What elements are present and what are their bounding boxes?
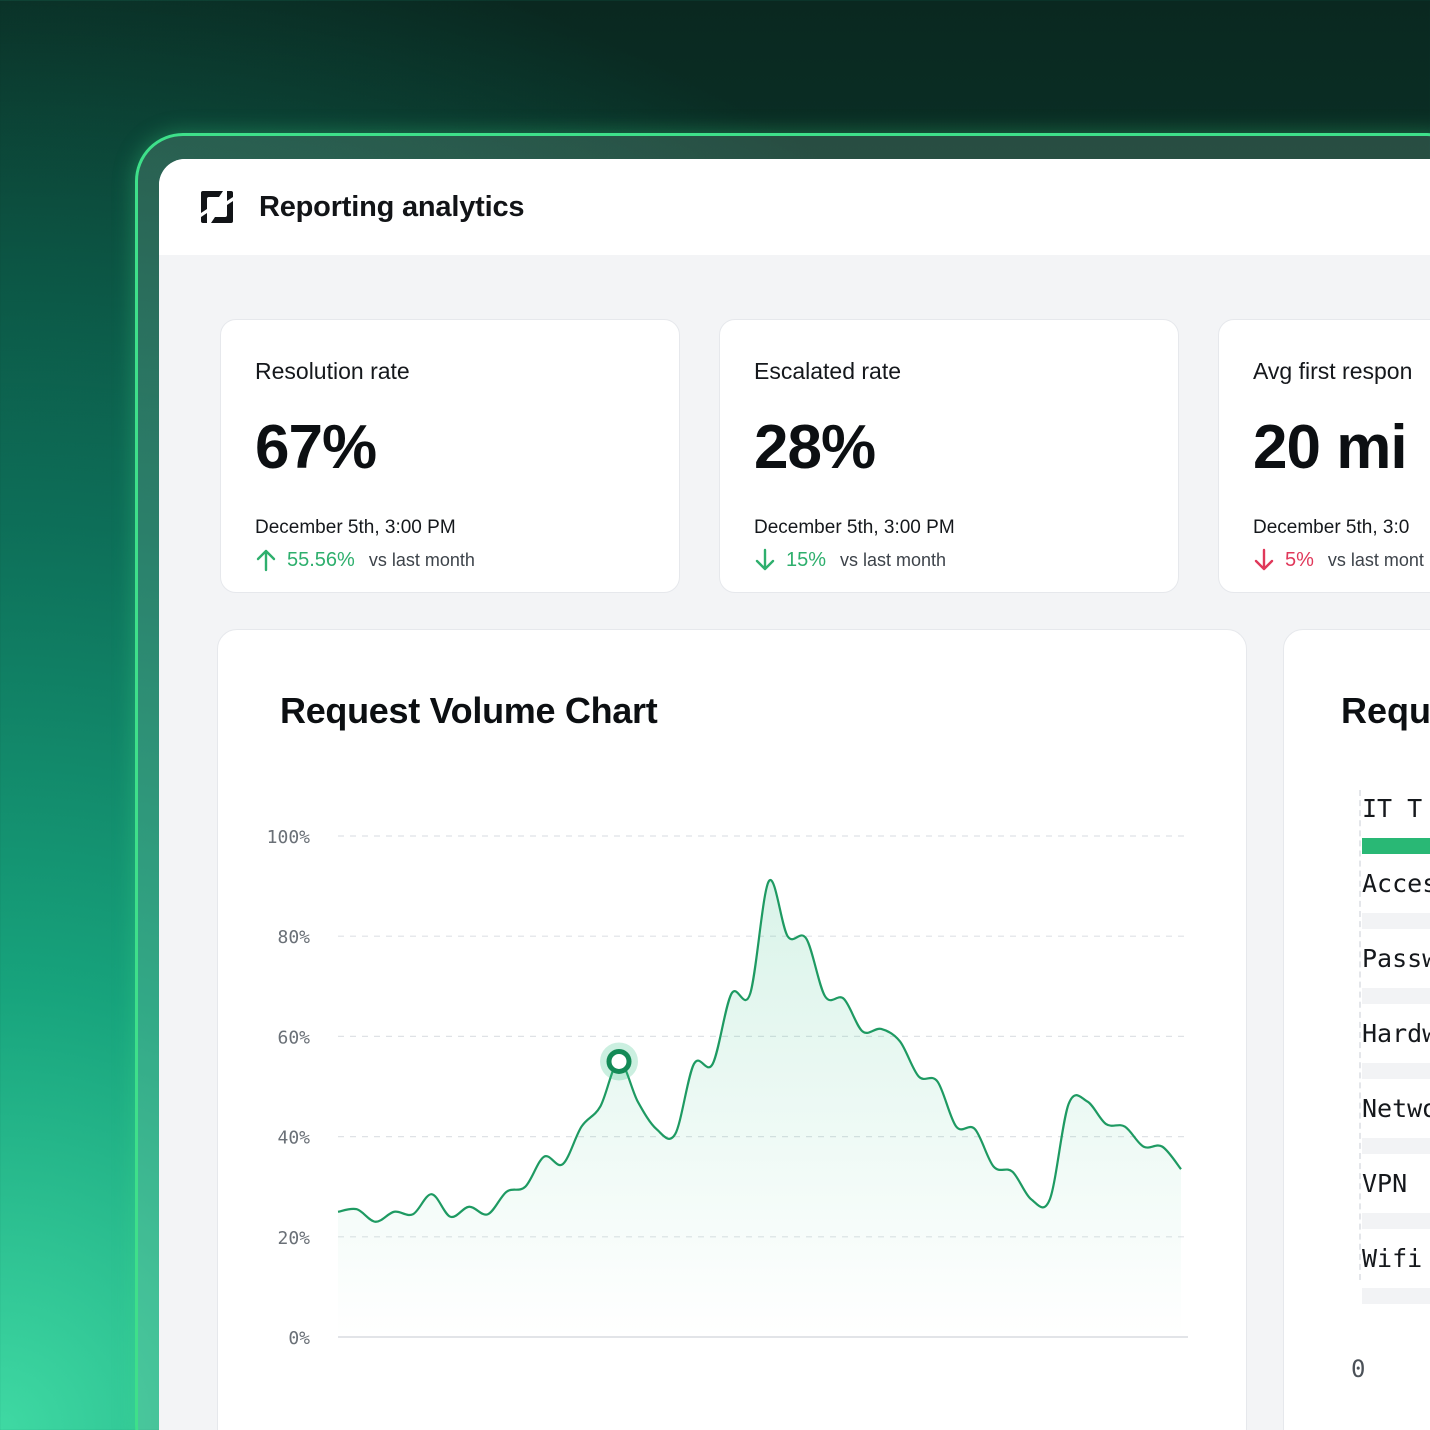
stat-change: 15% vs last month <box>754 548 1144 572</box>
area-fill <box>338 879 1181 1337</box>
category-label: IT T <box>1362 794 1423 823</box>
category-row[interactable]: Passw <box>1362 946 1430 1021</box>
y-tick-label: 20% <box>277 1228 310 1249</box>
logo-icon <box>201 191 233 223</box>
page-title: Reporting analytics <box>259 190 525 223</box>
stat-date: December 5th, 3:0 <box>1253 517 1410 538</box>
stat-change: 55.56% vs last month <box>255 548 645 572</box>
axis-zero-label: 0 <box>1351 1355 1366 1383</box>
y-tick-label: 40% <box>277 1128 310 1149</box>
stat-change: 5% vs last mont <box>1253 548 1430 572</box>
chart-title: Request Volume Chart <box>280 690 658 731</box>
stat-label: Escalated rate <box>754 358 902 384</box>
stat-value: 28% <box>754 413 876 482</box>
category-label: Wifi <box>1362 1244 1423 1273</box>
arrow-up-icon <box>256 549 276 572</box>
request-volume-chart-card: Request Volume Chart 100% 80% 60% 40% 20% 0% <box>217 629 1247 1430</box>
change-percent: 5% <box>1285 548 1314 571</box>
categories-title: Requ <box>1341 690 1430 731</box>
arrow-down-icon <box>1254 548 1274 571</box>
change-percent: 55.56% <box>287 548 355 571</box>
y-tick-label: 100% <box>267 827 311 848</box>
category-row[interactable]: Acces <box>1362 871 1430 946</box>
y-tick-label: 0% <box>288 1328 310 1349</box>
change-text: vs last month <box>368 549 475 570</box>
stat-value: 67% <box>255 413 377 482</box>
category-label: Acces <box>1362 869 1430 898</box>
y-tick-label: 60% <box>277 1027 310 1048</box>
change-percent: 15% <box>786 548 827 571</box>
category-bar <box>1362 1288 1430 1304</box>
category-label: Passw <box>1362 944 1430 973</box>
stat-card-escalated-rate[interactable]: Escalated rate 28% December 5th, 3:00 PM… <box>719 319 1179 593</box>
y-tick-label: 80% <box>277 927 310 948</box>
category-label: Hardw <box>1362 1019 1430 1048</box>
series-line <box>337 879 1182 1223</box>
app-window: Reporting analytics Resolution rate 67% … <box>159 159 1430 1430</box>
titlebar: Reporting analytics <box>159 159 1430 255</box>
stat-card-avg-first-response[interactable]: Avg first respon 20 mi December 5th, 3:0… <box>1218 319 1430 593</box>
request-categories-card: Requ IT T Acces Passw Hardw Netwo VPN Wifi 0 <box>1283 629 1430 1430</box>
request-volume-chart[interactable]: 100% 80% 60% 40% 20% 0% <box>218 630 1248 1430</box>
category-label: Netwo <box>1362 1094 1430 1123</box>
stat-card-resolution-rate[interactable]: Resolution rate 67% December 5th, 3:00 P… <box>220 319 680 593</box>
stat-label: Resolution rate <box>255 358 410 384</box>
stat-date: December 5th, 3:00 PM <box>255 517 456 538</box>
category-row[interactable]: VPN <box>1362 1171 1430 1246</box>
category-bar <box>1362 913 1430 929</box>
category-bar <box>1362 1138 1430 1154</box>
arrow-down-icon <box>755 548 775 571</box>
category-label: VPN <box>1362 1169 1408 1198</box>
stat-label: Avg first respon <box>1253 358 1413 384</box>
categories-axis-line <box>1359 790 1361 1280</box>
category-row[interactable]: IT T <box>1362 796 1430 871</box>
categories-list: IT T Acces Passw Hardw Netwo VPN Wifi <box>1362 796 1430 1321</box>
stat-value: 20 mi <box>1253 413 1408 482</box>
category-row[interactable]: Wifi <box>1362 1246 1430 1321</box>
change-text: vs last month <box>840 549 947 570</box>
category-bar <box>1362 988 1430 1004</box>
category-bar <box>1362 838 1430 854</box>
category-row[interactable]: Netwo <box>1362 1096 1430 1171</box>
highlight-point <box>606 1048 632 1074</box>
category-bar <box>1362 1063 1430 1079</box>
category-bar <box>1362 1213 1430 1229</box>
change-text: vs last mont <box>1327 549 1424 570</box>
stat-date: December 5th, 3:00 PM <box>754 517 955 538</box>
category-row[interactable]: Hardw <box>1362 1021 1430 1096</box>
